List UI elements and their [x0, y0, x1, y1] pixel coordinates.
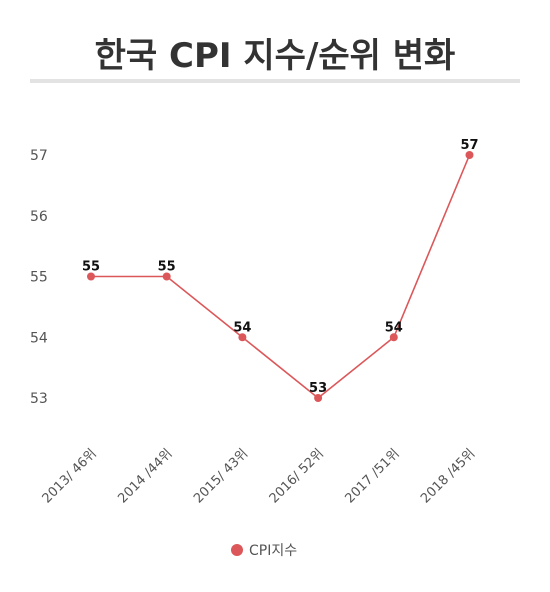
- x-tick-label: 2018 /45위: [418, 446, 478, 506]
- data-label: 53: [309, 381, 327, 396]
- x-tick-label: 2016/ 52위: [267, 446, 327, 506]
- data-point[interactable]: [314, 394, 323, 402]
- y-tick-label: 54: [30, 330, 48, 346]
- data-point[interactable]: [389, 333, 398, 342]
- legend[interactable]: CPI지수: [231, 543, 297, 559]
- x-tick-label: 2015/ 43위: [191, 446, 251, 506]
- y-tick-label: 57: [30, 148, 48, 164]
- x-tick-label: 2017 /51위: [342, 446, 402, 506]
- data-point[interactable]: [465, 151, 474, 159]
- y-tick-label: 53: [30, 391, 48, 407]
- y-tick-label: 55: [30, 270, 48, 286]
- data-label: 54: [385, 320, 403, 335]
- x-tick-label: 2014 /44위: [115, 446, 175, 506]
- series-line-cpi: [91, 154, 471, 400]
- legend-marker-icon: [231, 544, 243, 556]
- legend-label-cpi: CPI지수: [249, 543, 297, 559]
- data-label: 57: [460, 138, 478, 153]
- data-point[interactable]: [238, 333, 247, 342]
- data-points: [87, 151, 474, 402]
- data-label: 55: [158, 260, 176, 275]
- x-axis-ticks: 2013/ 46위 2014 /44위 2015/ 43위 2016/ 52위 2017…: [40, 446, 479, 506]
- data-label: 55: [82, 260, 100, 275]
- y-axis-ticks: 53 54 55 56 57: [30, 148, 48, 407]
- data-point[interactable]: [87, 272, 95, 281]
- data-point[interactable]: [162, 272, 171, 281]
- y-tick-label: 56: [30, 209, 48, 225]
- title-divider: [30, 79, 520, 83]
- data-labels: 55 55 54 53 54 57: [82, 138, 479, 396]
- chart-title: 한국 CPI 지수/순위 변화: [94, 36, 456, 76]
- x-tick-label: 2013/ 46위: [40, 446, 100, 506]
- data-label: 54: [233, 320, 251, 335]
